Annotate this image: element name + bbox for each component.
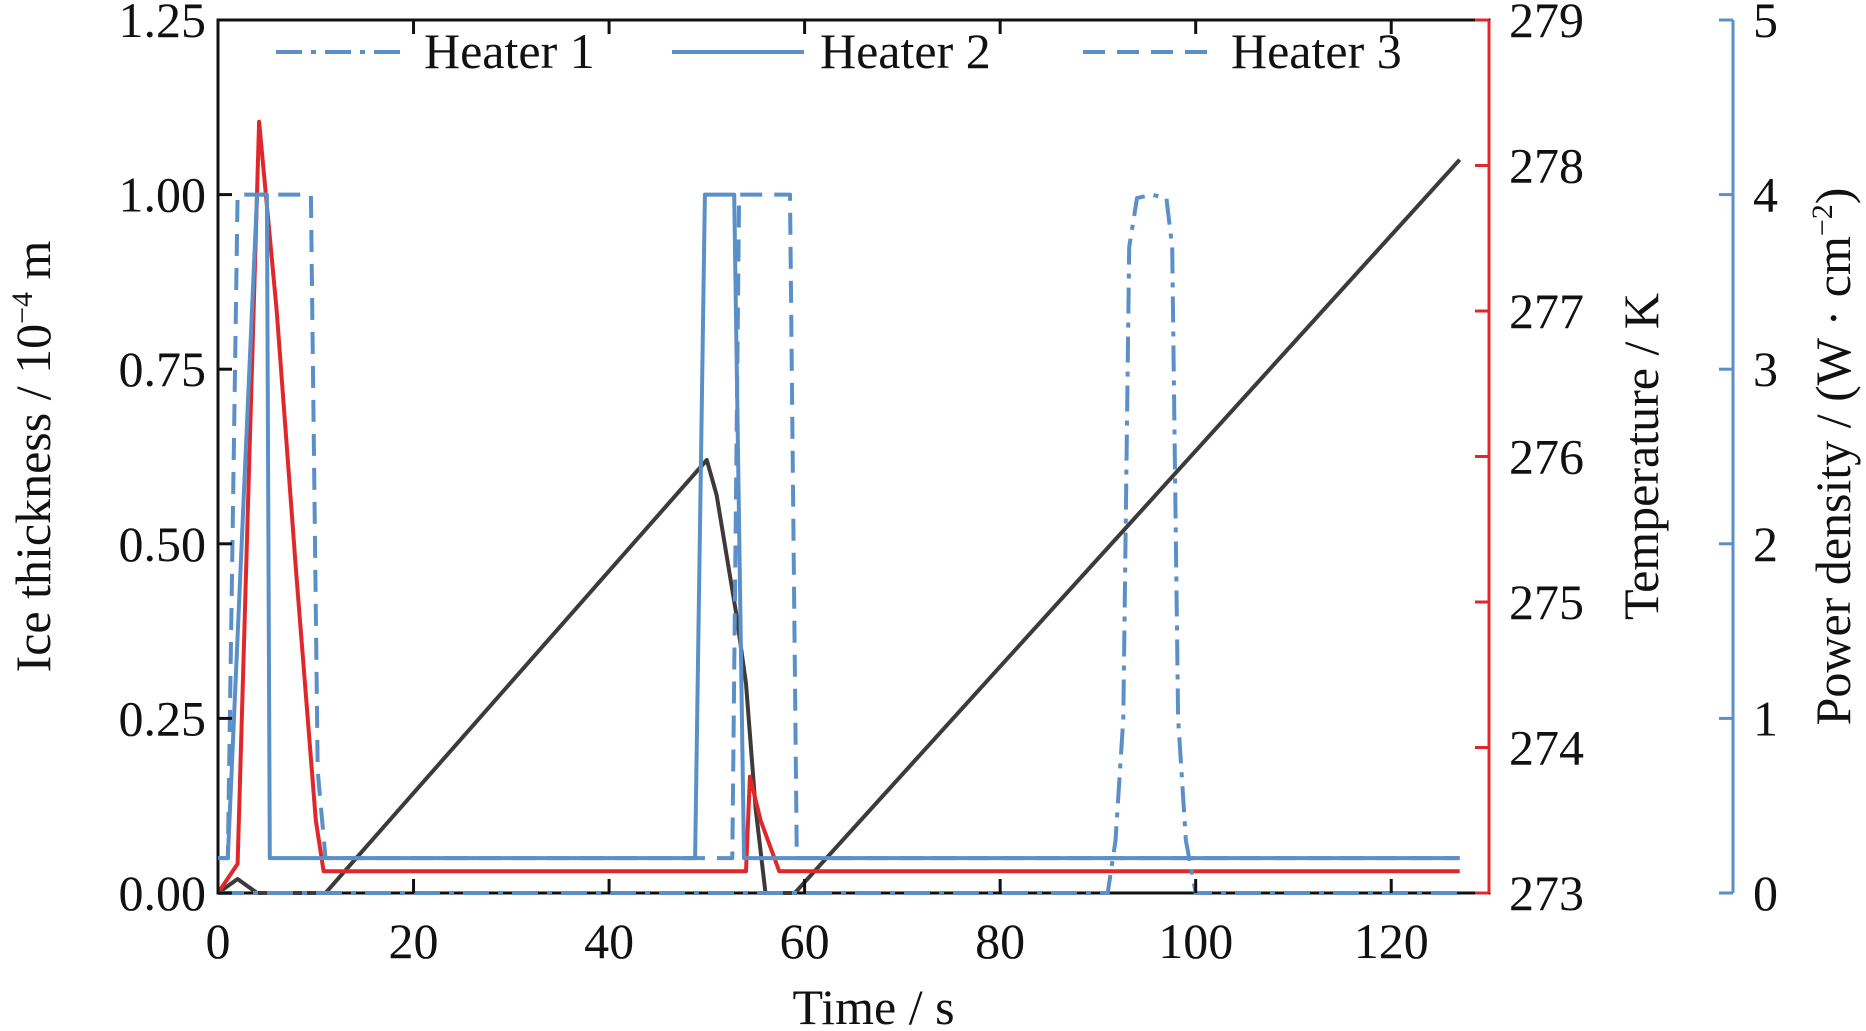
power-tick-label: 4 [1753,167,1778,223]
series-line-right_temperature [216,119,1460,895]
power-tick-label: 5 [1753,0,1778,48]
plot-frame [216,18,1491,895]
left-tick-label: 0.75 [119,341,207,397]
legend-label-1: Heater 1 [424,23,595,79]
left-tick-label: 0.50 [119,516,207,572]
x-tick-label: 20 [389,913,439,969]
power-tick-label: 3 [1753,341,1778,397]
left-axis-label: Ice thickness / 10−4 m [5,240,61,672]
series-layer [216,119,1462,895]
legend-label-2: Heater 2 [820,23,991,79]
power-tick-label: 2 [1753,516,1778,572]
x-tick-label: 0 [206,913,231,969]
temperature-tick-label: 277 [1509,283,1584,339]
legend: Heater 1 Heater 2 Heater 3 [276,23,1402,79]
temperature-tick-label: 273 [1509,865,1584,921]
series-line-heater-2 [218,192,1460,861]
temperature-tick-label: 275 [1509,574,1584,630]
power-tick-label: 0 [1753,865,1778,921]
temperature-tick-label: 278 [1509,138,1584,194]
power-axis-label: Power density / (W · cm−2) [1805,188,1861,726]
series-line-left [216,158,1462,895]
x-tick-label: 40 [584,913,634,969]
left-tick-label: 1.00 [119,167,207,223]
x-tick-label: 80 [975,913,1025,969]
x-tick-label: 100 [1158,913,1233,969]
left-tick-label: 1.25 [119,0,207,48]
temperature-tick-label: 274 [1509,720,1584,776]
power-tick-label: 1 [1753,690,1778,746]
x-tick-label: 120 [1354,913,1429,969]
temperature-tick-label: 279 [1509,0,1584,48]
x-tick-label: 60 [780,913,830,969]
temperature-axis-label: Temperature / K [1613,293,1669,620]
left-tick-label: 0.00 [119,865,207,921]
temperature-tick-label: 276 [1509,429,1584,485]
plot-border [216,18,1491,895]
series-line-heater-1 [218,192,1460,895]
series-line-heater-3 [218,192,1460,861]
left-tick-label: 0.25 [119,690,207,746]
legend-label-3: Heater 3 [1231,23,1402,79]
x-axis-label: Time / s [792,979,954,1031]
